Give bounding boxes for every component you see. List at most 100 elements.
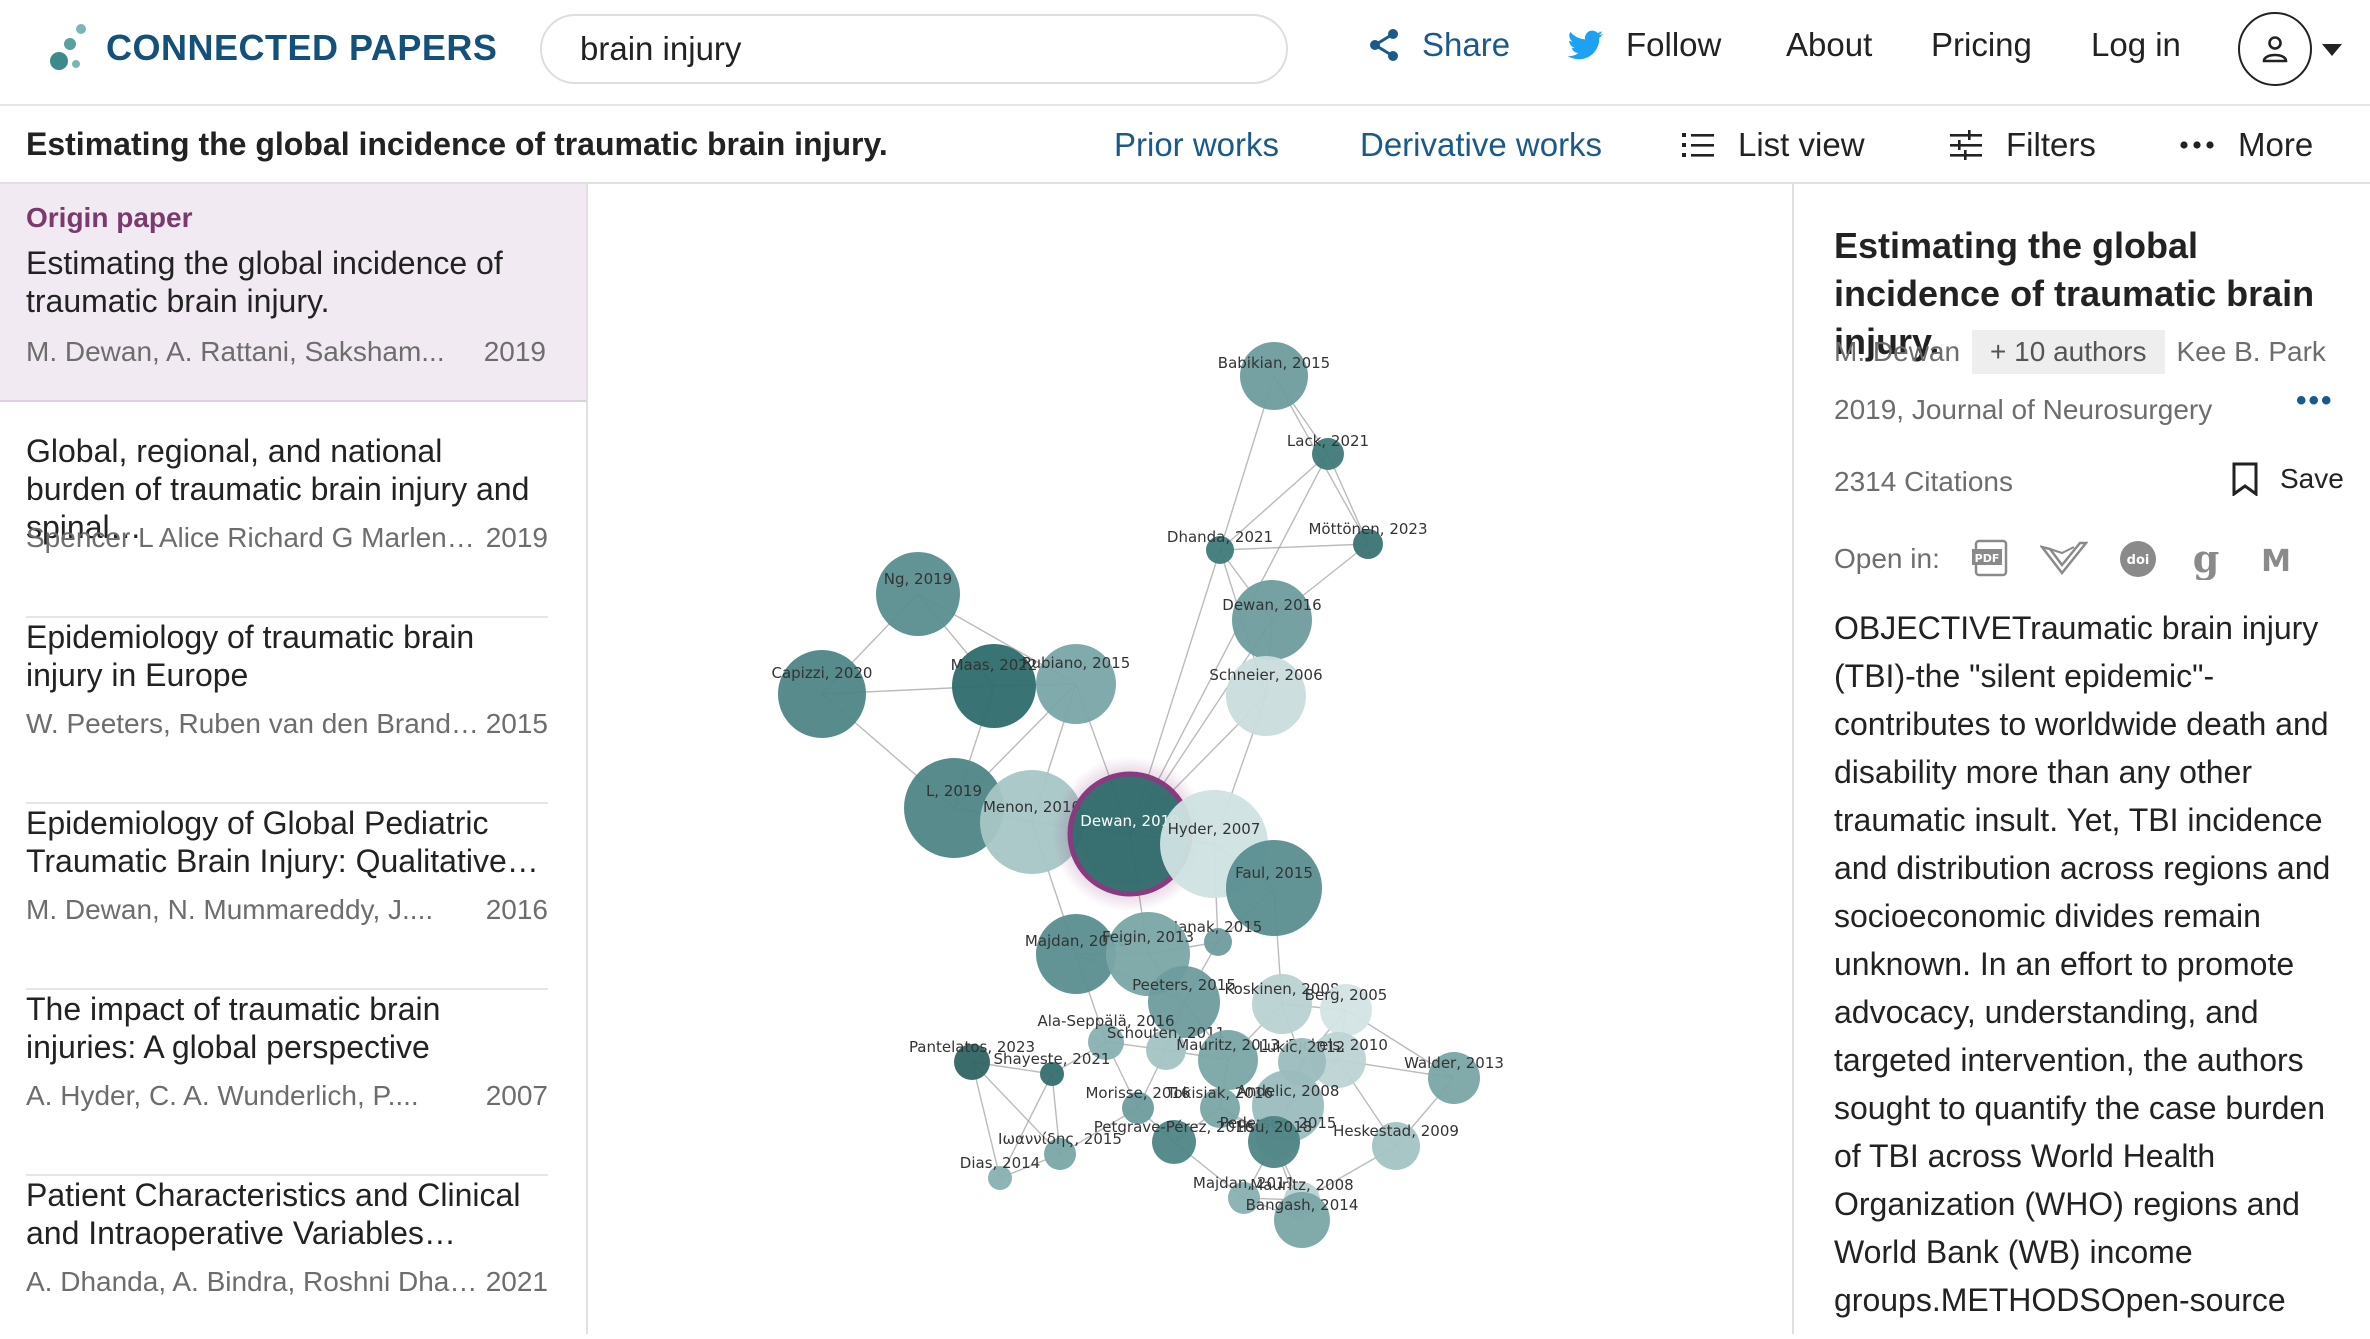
graph-node[interactable]: Mauritz, 2013 [1176, 1030, 1280, 1090]
graph-node[interactable]: Rubiano, 2015 [1022, 644, 1131, 724]
graph-node[interactable]: Morisse, 2016 [1085, 1084, 1191, 1124]
semantic-scholar-icon[interactable] [2039, 539, 2088, 579]
graph-node[interactable]: Hsu, 2018 [1236, 1116, 1312, 1168]
graph-node-circle[interactable] [1036, 644, 1116, 724]
detail-last-author[interactable]: Kee B. Park [2176, 336, 2326, 367]
graph-node-circle[interactable] [904, 758, 1004, 858]
graph-node[interactable]: Dewan, 2016 [1222, 580, 1322, 660]
graph-node-circle[interactable] [1122, 1092, 1154, 1124]
graph-node[interactable]: Ng, 2019 [876, 552, 960, 636]
save-button[interactable]: Save [2232, 462, 2344, 496]
graph-node[interactable]: Capizzi, 2020 [772, 650, 873, 738]
graph-canvas[interactable]: Babikian, 2015 Lack, 2021 Dhanda, 2021 Mött… [588, 184, 1792, 1334]
follow-button[interactable]: Follow [1568, 26, 1721, 64]
graph-node[interactable]: Walder, 2013 [1404, 1052, 1504, 1104]
graph-node-circle[interactable] [1044, 1138, 1076, 1170]
graph-node[interactable]: Pantelatos, 2023 [909, 1038, 1035, 1080]
derivative-works-button[interactable]: Derivative works [1360, 126, 1603, 163]
graph-node-circle[interactable] [1428, 1052, 1480, 1104]
graph-node-circle[interactable] [778, 650, 866, 738]
graph-node[interactable]: Ιωαννίδης, 2015 [998, 1130, 1122, 1170]
graph-node[interactable]: Ala-Seppälä, 2016 [1037, 1012, 1175, 1060]
graph-node[interactable]: Faul, 2015 [1226, 840, 1322, 936]
graph-node[interactable]: Janak, 2015 [1173, 918, 1263, 956]
graph-node[interactable]: Schneier, 2006 [1209, 656, 1323, 736]
graph-node-circle[interactable] [1226, 656, 1306, 736]
graph-node[interactable]: Tokisiak, 2016 [1166, 1084, 1273, 1128]
origin-paper-card[interactable]: Origin paper Estimating the global incid… [0, 184, 586, 402]
graph-node-circle[interactable] [988, 1166, 1012, 1190]
graph-node[interactable]: Koskinen, 2008 [1225, 974, 1340, 1034]
graph-node[interactable]: Berg, 2005 [1305, 984, 1388, 1036]
google-scholar-icon[interactable]: g [2188, 538, 2224, 580]
graph-title: Estimating the global incidence of traum… [26, 126, 888, 162]
graph-node-circle[interactable] [1152, 1120, 1196, 1164]
graph-node-circle[interactable] [1200, 1088, 1240, 1128]
graph-node[interactable]: Majdan, 2011 [1193, 1174, 1295, 1214]
prior-works-button[interactable]: Prior works [1114, 126, 1280, 163]
graph-node[interactable]: Majdan, 2016 [1025, 914, 1127, 994]
graph-node-circle[interactable] [1312, 438, 1344, 470]
account-button[interactable] [2238, 12, 2312, 86]
graph-node-circle[interactable] [954, 1044, 990, 1080]
graph-node-circle[interactable] [1252, 974, 1312, 1034]
more-button[interactable]: More [2180, 126, 2313, 164]
graph-node[interactable]: Dias, 2014 [960, 1154, 1040, 1190]
graph-node[interactable]: Shayeste, 2021 [994, 1050, 1111, 1086]
graph-node-circle[interactable] [1148, 966, 1220, 1038]
graph-node-circle[interactable] [1353, 529, 1383, 559]
detail-first-author[interactable]: M. Dewan [1834, 336, 1961, 367]
graph-node-label: Feigin, 2013 [1102, 928, 1194, 946]
more-authors-button[interactable]: + 10 authors [1972, 330, 2165, 374]
graph-node-circle[interactable] [952, 644, 1036, 728]
graph-node[interactable]: L, 2019 [904, 758, 1004, 858]
graph-node-circle[interactable] [1248, 1116, 1300, 1168]
graph-node-circle[interactable] [1372, 1122, 1420, 1170]
list-item[interactable]: Global, regional, and national burden of… [26, 432, 548, 618]
graph-node-circle[interactable] [1206, 536, 1234, 564]
graph-node[interactable]: Schouten, 2011 [1107, 1024, 1225, 1070]
graph-node-circle[interactable] [1274, 1192, 1330, 1248]
account-chevron-down-icon[interactable] [2322, 44, 2342, 56]
pdf-icon[interactable]: PDF [1970, 539, 2010, 579]
graph-node-circle[interactable] [1088, 1024, 1124, 1060]
graph-node[interactable]: Babikian, 2015 [1218, 342, 1330, 410]
list-item[interactable]: Epidemiology of traumatic brain injury i… [26, 618, 548, 804]
graph-node-circle[interactable] [1226, 840, 1322, 936]
graph-node-circle[interactable] [1198, 1030, 1258, 1090]
list-item[interactable]: Epidemiology of Global Pediatric Traumat… [26, 804, 548, 990]
graph-node[interactable]: Petgrave-Pérez, 2016 [1094, 1118, 1254, 1164]
graph-node-circle[interactable] [1240, 342, 1308, 410]
graph-node-circle[interactable] [876, 552, 960, 636]
doi-icon[interactable]: doi [2118, 539, 2158, 579]
logo[interactable]: CONNECTED PAPERS [46, 22, 497, 74]
list-item[interactable]: Patient Characteristics and Clinical and… [26, 1176, 548, 1334]
filters-button[interactable]: Filters [1950, 126, 2096, 164]
graph-node[interactable]: Peeters, 2015 [1132, 966, 1236, 1038]
search-bar[interactable] [540, 14, 1288, 84]
graph-node-circle[interactable] [1036, 914, 1116, 994]
graph-node-circle[interactable] [1040, 1062, 1064, 1086]
paper-graph[interactable]: Babikian, 2015 Lack, 2021 Dhanda, 2021 Mött… [588, 184, 1792, 1334]
graph-node[interactable]: Bangash, 2014 [1246, 1192, 1359, 1248]
graph-node-circle[interactable] [1310, 1032, 1366, 1088]
about-link[interactable]: About [1786, 26, 1873, 63]
login-link[interactable]: Log in [2091, 26, 2181, 63]
graph-node[interactable]: Maas, 2022 [951, 644, 1038, 728]
graph-node-circle[interactable] [1232, 580, 1312, 660]
search-input[interactable] [580, 30, 1286, 68]
detail-options-icon[interactable]: ••• [2296, 384, 2334, 417]
graph-node-circle[interactable] [1146, 1030, 1186, 1070]
graph-node[interactable]: Möttönen, 2023 [1308, 520, 1428, 559]
list-view-button[interactable]: List view [1682, 126, 1865, 164]
graph-node[interactable]: Heskestad, 2009 [1333, 1122, 1459, 1170]
graph-node-circle[interactable] [1320, 984, 1372, 1036]
pricing-link[interactable]: Pricing [1931, 26, 2032, 63]
list-item[interactable]: The impact of traumatic brain injuries: … [26, 990, 548, 1176]
graph-node[interactable]: Dhanda, 2021 [1167, 528, 1273, 564]
graph-node-circle[interactable] [1204, 928, 1232, 956]
graph-node[interactable]: Lack, 2021 [1287, 432, 1369, 470]
mendeley-icon[interactable]: M [2254, 539, 2298, 579]
graph-node-circle[interactable] [1228, 1182, 1260, 1214]
share-button[interactable]: Share [1368, 26, 1510, 64]
